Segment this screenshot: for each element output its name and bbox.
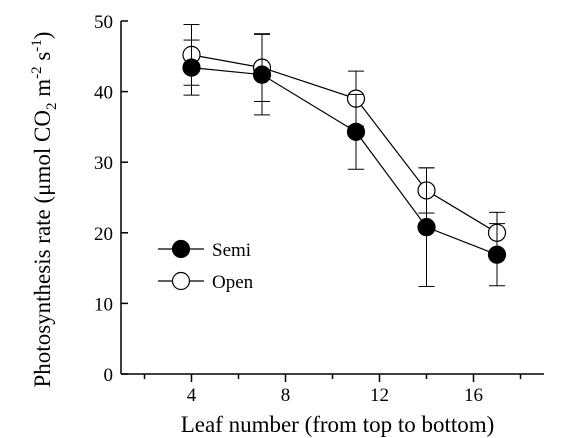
data-point bbox=[417, 218, 436, 237]
legend: Semi Open bbox=[158, 239, 254, 293]
y-title-s-superscript: -1 bbox=[29, 39, 45, 52]
axes: 0 10 20 30 40 50 4 8 12 16 bbox=[94, 12, 544, 406]
x-tick-label: 12 bbox=[370, 385, 389, 406]
x-ticks: 4 8 12 16 bbox=[143, 374, 522, 406]
legend-item-open: Open bbox=[158, 271, 254, 293]
series-open bbox=[182, 24, 507, 254]
y-title-m-superscript: -2 bbox=[29, 66, 45, 79]
y-title-middle: m bbox=[30, 79, 55, 103]
data-point bbox=[487, 245, 507, 264]
series-line bbox=[191, 66, 498, 256]
data-point bbox=[252, 65, 272, 84]
y-title-co2-subscript: 2 bbox=[44, 103, 60, 111]
legend-marker bbox=[171, 239, 191, 259]
x-tick-label: 16 bbox=[464, 385, 483, 406]
legend-label: Semi bbox=[212, 240, 251, 261]
y-tick-label: 40 bbox=[94, 83, 113, 104]
legend-marker bbox=[171, 271, 191, 291]
y-title-suffix: ) bbox=[30, 32, 55, 40]
x-tick-label: 8 bbox=[281, 385, 291, 406]
legend-label: Open bbox=[212, 272, 254, 293]
y-tick-label: 30 bbox=[94, 153, 113, 174]
y-tick-label: 50 bbox=[94, 12, 113, 33]
x-tick-label: 4 bbox=[187, 385, 197, 406]
y-title-s: s bbox=[30, 52, 55, 67]
x-axis-title: Leaf number (from top to bottom) bbox=[181, 412, 495, 437]
data-point bbox=[346, 122, 366, 141]
y-tick-label: 0 bbox=[104, 365, 114, 386]
plot-area bbox=[182, 24, 507, 287]
series-semi bbox=[182, 33, 507, 287]
data-point bbox=[182, 58, 201, 77]
y-tick-label: 20 bbox=[94, 224, 113, 245]
y-title-prefix: Photosynthesis rate (μmol CO bbox=[30, 110, 55, 387]
series-line bbox=[191, 54, 498, 234]
y-axis-title: Photosynthesis rate (μmol CO2 m-2 s-1) bbox=[29, 32, 60, 388]
legend-item-semi: Semi bbox=[158, 239, 251, 261]
y-tick-label: 10 bbox=[94, 294, 113, 315]
y-ticks: 0 10 20 30 40 50 bbox=[94, 12, 128, 386]
